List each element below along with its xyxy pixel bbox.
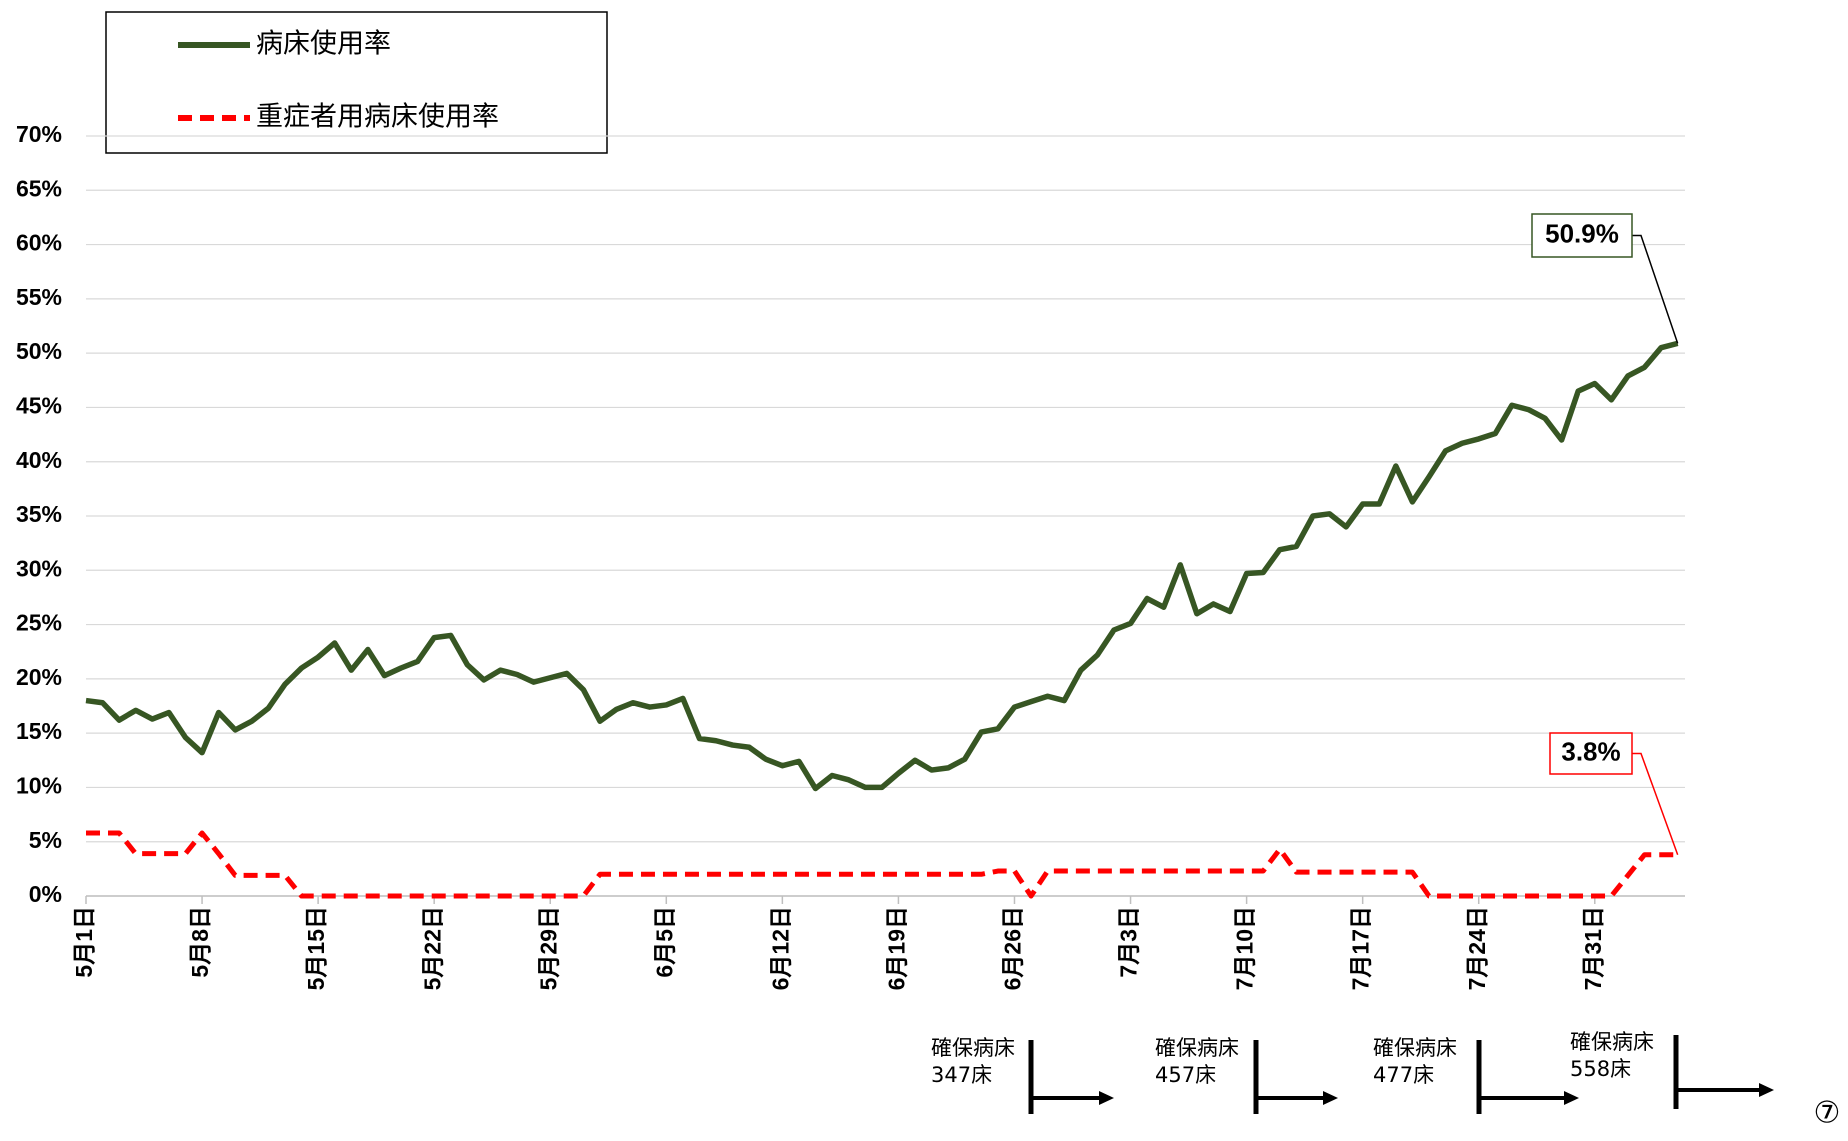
y-tick-label: 40%: [16, 447, 62, 473]
legend-box: [105, 11, 608, 154]
data-line: [86, 830, 1678, 899]
value-label-box: [1531, 213, 1633, 258]
page-number: ⑦: [1814, 1096, 1841, 1131]
x-tick-label: 7月17日: [1348, 906, 1374, 990]
legend-label: 病床使用率: [256, 29, 391, 60]
x-tick-label: 7月24日: [1464, 906, 1490, 990]
arrow-head: [1099, 1091, 1114, 1105]
data-line: [85, 340, 1679, 792]
arrow-head: [1564, 1091, 1579, 1105]
y-tick-label: 55%: [16, 284, 62, 310]
annotation: 確保病床: [931, 1036, 1015, 1060]
y-tick-label: 10%: [16, 773, 62, 799]
arrow-head: [1323, 1091, 1338, 1105]
annotation: 457床: [1155, 1063, 1216, 1087]
x-tick-label: 5月8日: [187, 906, 213, 978]
y-tick-label: 45%: [16, 393, 62, 419]
arrow-head: [1759, 1083, 1774, 1097]
y-tick-label: 25%: [16, 610, 62, 636]
y-tick-label: 65%: [16, 175, 62, 201]
value-label: 50.9%: [1545, 218, 1619, 248]
x-tick-label: 5月29日: [535, 906, 561, 990]
y-tick-label: 0%: [29, 881, 62, 907]
x-tick-label: 7月3日: [1116, 906, 1142, 978]
leader-line: [1632, 752, 1679, 855]
annotation: 確保病床: [1373, 1036, 1457, 1060]
y-tick-label: 30%: [16, 555, 62, 581]
y-tick-label: 5%: [29, 827, 62, 853]
x-tick-label: 7月10日: [1232, 906, 1258, 990]
annotation: 確保病床: [1570, 1030, 1654, 1054]
y-tick-label: 20%: [16, 664, 62, 690]
annotation: 347床: [931, 1063, 992, 1087]
annotation: 477床: [1373, 1063, 1434, 1087]
x-tick-label: 7月31日: [1580, 906, 1606, 990]
y-tick-label: 60%: [16, 230, 62, 256]
x-tick-label: 5月1日: [71, 906, 97, 978]
annotation: 確保病床: [1155, 1036, 1239, 1060]
value-label-box: [1549, 732, 1633, 775]
x-tick-label: 5月22日: [419, 906, 445, 990]
y-tick-label: 35%: [16, 501, 62, 527]
x-tick-label: 6月26日: [1000, 906, 1026, 990]
y-tick-label: 70%: [16, 121, 62, 147]
legend-label: 重症者用病床使用率: [256, 102, 499, 133]
annotation: 558床: [1570, 1057, 1631, 1081]
x-tick-label: 5月15日: [303, 906, 329, 990]
value-label: 3.8%: [1561, 736, 1620, 766]
x-tick-label: 6月12日: [767, 906, 793, 990]
y-tick-label: 15%: [16, 718, 62, 744]
x-tick-label: 6月5日: [651, 906, 677, 978]
x-tick-label: 6月19日: [883, 906, 909, 990]
y-tick-label: 50%: [16, 338, 62, 364]
leader-line: [1632, 234, 1679, 344]
